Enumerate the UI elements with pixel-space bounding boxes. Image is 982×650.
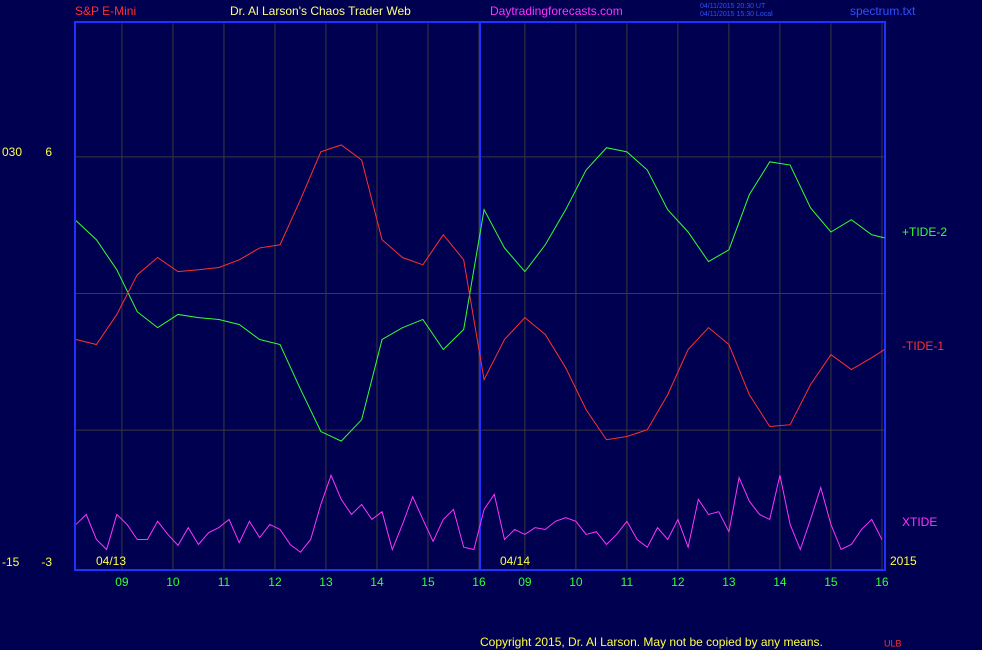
- x-tick-label: 11: [218, 575, 231, 589]
- y2-tick-label: 030: [2, 145, 22, 159]
- chart-title: Dr. Al Larson's Chaos Trader Web: [230, 4, 411, 18]
- x-tick-label: 16: [472, 575, 486, 589]
- series-line: [75, 147, 885, 442]
- x-tick-label: 15: [421, 575, 435, 589]
- series-line: [75, 144, 885, 441]
- legend-label: +TIDE-2: [902, 225, 947, 239]
- x-tick-label: 12: [671, 575, 685, 589]
- date-label: 04/13: [96, 554, 126, 568]
- x-tick-label: 10: [569, 575, 583, 589]
- legend-label: -TIDE-1: [902, 339, 944, 353]
- y-tick-label: 6: [45, 145, 52, 159]
- x-tick-label: 09: [518, 575, 532, 589]
- series-line: [75, 473, 883, 553]
- instrument: S&P E-Mini: [75, 4, 136, 18]
- x-tick-label: 12: [268, 575, 282, 589]
- x-tick-label: 16: [875, 575, 889, 589]
- x-tick-label: 11: [621, 575, 634, 589]
- x-tick-label: 14: [773, 575, 787, 589]
- copyright: Copyright 2015, Dr. Al Larson. May not b…: [480, 635, 823, 649]
- x-tick-label: 15: [824, 575, 838, 589]
- site: Daytradingforecasts.com: [490, 4, 623, 18]
- x-tick-label: 14: [370, 575, 384, 589]
- x-tick-label: 13: [722, 575, 736, 589]
- date-label: 2015: [890, 554, 917, 568]
- x-tick-label: 09: [115, 575, 129, 589]
- file-name: spectrum.txt: [850, 4, 916, 18]
- date-label: 04/14: [500, 554, 530, 568]
- y2-tick-label: -15: [2, 555, 20, 569]
- y-tick-label: -3: [41, 555, 52, 569]
- legend-label: XTIDE: [902, 515, 937, 529]
- timestamp: 04/11/2015 20:30 UT: [700, 3, 766, 10]
- x-tick-label: 10: [166, 575, 180, 589]
- timestamp: 04/11/2015 15:30 Local: [700, 11, 773, 18]
- x-tick-label: 13: [319, 575, 333, 589]
- mark: ULB: [884, 638, 902, 648]
